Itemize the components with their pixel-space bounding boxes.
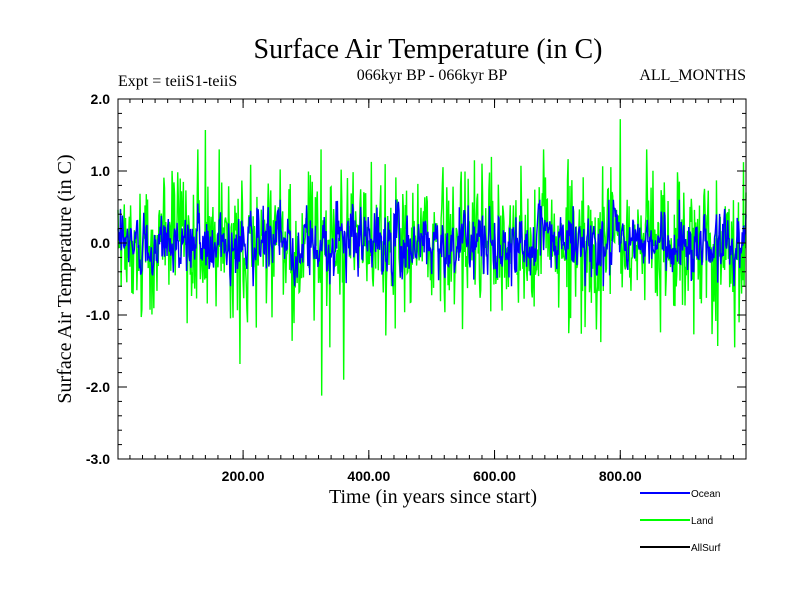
y-tick-label: -1.0 [86, 307, 110, 323]
y-tick-label: 0.0 [91, 235, 111, 251]
y-tick-label: 1.0 [91, 163, 111, 179]
legend: Ocean Land AllSurf [640, 489, 721, 554]
y-axis-label: Surface Air Temperature (in C) [54, 154, 76, 403]
chart-subtitle-center: 066kyr BP - 066kyr BP [357, 67, 508, 84]
legend-item-ocean: Ocean [640, 489, 720, 500]
chart-subtitle-left: Expt = teiiS1-teiiS [118, 73, 237, 90]
plot-series [117, 119, 747, 396]
legend-item-allsurf: AllSurf [640, 543, 721, 554]
x-tick-label: 800.00 [599, 468, 642, 484]
chart-title: Surface Air Temperature (in C) [254, 34, 603, 65]
series-line-ocean [117, 199, 747, 287]
x-tick-label: 400.00 [347, 468, 390, 484]
y-tick-label: -3.0 [86, 451, 110, 467]
x-tick-label: 200.00 [222, 468, 265, 484]
x-tick-label: 600.00 [473, 468, 516, 484]
y-tick-label: 2.0 [91, 91, 111, 107]
axes: 2.0 1.0 0.0 -1.0 -2.0 -3.0 200.00 400.00 600.00 8… [86, 91, 747, 484]
y-tick-label: -2.0 [86, 379, 110, 395]
x-axis-label: Time (in years since start) [329, 486, 537, 508]
legend-label: Ocean [691, 489, 720, 500]
legend-label: Land [691, 516, 713, 527]
legend-item-land: Land [640, 516, 713, 527]
chart-subtitle-right: ALL_MONTHS [639, 67, 746, 84]
legend-label: AllSurf [691, 543, 721, 554]
